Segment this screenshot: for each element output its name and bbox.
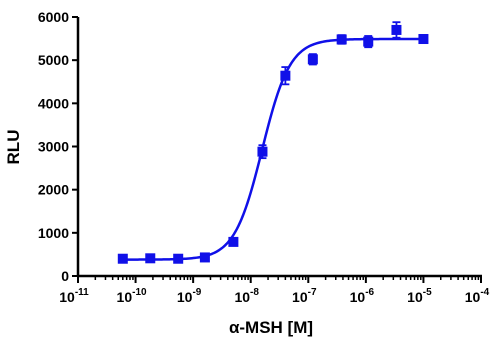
y-tick-label: 4000 [38,95,69,111]
fit-curve [122,37,424,261]
y-axis-title: RLU [4,130,23,165]
y-tick-label: 3000 [38,139,69,155]
data-point [307,54,318,65]
y-tick-label: 5000 [38,52,69,68]
x-axis-title: α-MSH [M] [229,318,313,337]
data-point [336,34,347,45]
data-point [363,36,374,47]
data-point [228,236,239,247]
data-point [199,252,210,263]
y-tick-label: 1000 [38,225,69,241]
y-tick-label: 0 [61,268,69,284]
x-tick-label: 10-10 [117,287,147,305]
x-tick-label: 10-11 [59,287,89,305]
x-tick-label: 10-5 [407,287,432,305]
data-point [391,24,402,35]
data-point [173,253,184,264]
fit-curve-layer [122,37,424,261]
x-tick-label: 10-9 [177,287,202,305]
data-point [117,253,128,264]
y-tick-label: 2000 [38,182,69,198]
data-point [145,253,156,264]
y-tick-label: 6000 [38,9,69,25]
data-point [418,34,429,45]
x-tick-label: 10-6 [350,287,375,305]
data-point [280,70,291,81]
x-tick-label: 10-8 [234,287,259,305]
data-points-layer [117,21,429,264]
x-tick-label: 10-7 [292,287,317,305]
data-point [257,146,268,157]
axes: 0 1000 2000 3000 4000 5000 6000 10-11 10-10 10-9 1… [38,9,490,305]
x-tick-label: 10-4 [465,287,490,305]
